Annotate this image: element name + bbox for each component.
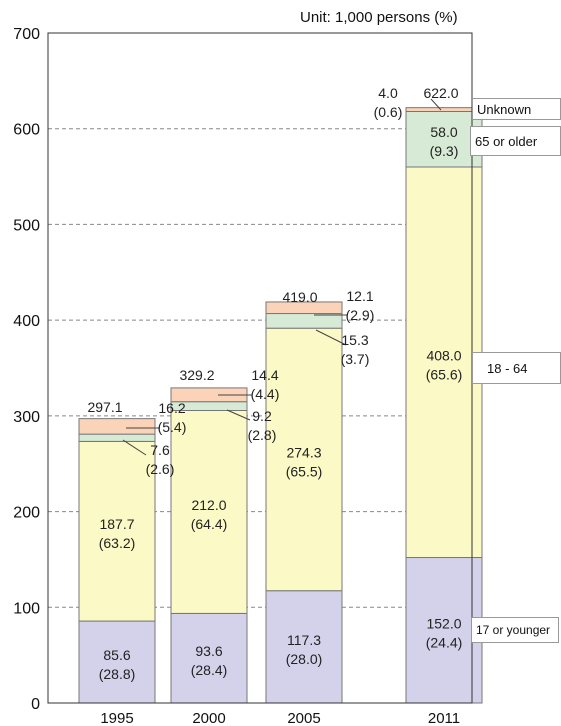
leader-line (226, 409, 251, 421)
axes: 0 100 200 300 400 500 600 700 1995 2000 2005 2011 (13, 26, 473, 726)
y-tick-label: 500 (13, 217, 40, 234)
bar-segment (405, 107, 483, 112)
data-label: 9.2 (252, 408, 272, 424)
bar-segment (265, 313, 343, 329)
y-tick-label: 600 (13, 122, 40, 139)
bars (78, 107, 483, 704)
data-label: 152.0 (426, 615, 461, 631)
data-label-pct: (64.4) (191, 516, 228, 532)
data-label: 408.0 (426, 347, 461, 363)
y-tick-label: 700 (13, 26, 40, 43)
bar-segment (170, 409, 248, 614)
data-label: 85.6 (103, 647, 130, 663)
legend-65-or-older: 65 or older (470, 126, 561, 156)
legend-18-64: 18 - 64 (472, 352, 561, 384)
data-label-pct: (65.6) (426, 366, 463, 382)
leader-line (315, 329, 347, 346)
total-label: 329.2 (179, 367, 214, 383)
x-tick-label: 2005 (287, 710, 320, 726)
leader-line (122, 439, 147, 456)
total-label: 419.0 (282, 289, 317, 305)
data-label-pct: (28.0) (286, 651, 323, 667)
data-label: 16.2 (158, 400, 185, 416)
data-label-pct: (3.7) (341, 351, 370, 367)
bar-segment (405, 110, 483, 168)
bar-segment (405, 166, 483, 559)
data-label-pct: (9.3) (430, 143, 459, 159)
data-label-pct: (24.4) (426, 634, 463, 650)
total-label: 622.0 (423, 85, 458, 101)
data-label-pct: (28.4) (191, 662, 228, 678)
bar-segment (78, 418, 156, 435)
data-label: 15.3 (341, 332, 368, 348)
bar-segment (405, 557, 483, 704)
data-label: 4.0 (378, 85, 398, 101)
data-label-pct: (2.6) (146, 461, 175, 477)
bar-segment (170, 612, 248, 704)
data-label: 274.3 (286, 444, 321, 460)
legend-17-or-younger: 17 or younger (471, 617, 559, 643)
data-label-pct: (4.4) (251, 386, 280, 402)
data-label: 117.3 (287, 632, 321, 648)
data-label: 14.4 (251, 367, 278, 383)
bar-segment (78, 440, 156, 622)
data-label: 187.7 (99, 516, 134, 532)
data-labels: 85.6 (28.8) 187.7 (63.2) 93.6 (28.4) 212.0 (64.… (87, 85, 462, 682)
bar-segment (265, 327, 343, 592)
y-tick-label: 200 (13, 505, 40, 522)
bar-segment (265, 301, 343, 315)
unit-label: Unit: 1,000 persons (%) (300, 9, 458, 26)
y-tick-label: 300 (13, 409, 40, 426)
data-label-pct: (28.8) (99, 666, 136, 682)
y-tick-label: 100 (13, 600, 40, 617)
data-label-pct: (65.5) (286, 463, 323, 479)
legend-unknown: Unknown (472, 98, 561, 120)
data-label-pct: (2.8) (248, 427, 277, 443)
y-tick-label: 400 (13, 313, 40, 330)
x-tick-label: 1995 (100, 710, 133, 726)
data-label: 7.6 (150, 442, 170, 458)
data-label: 212.0 (191, 497, 226, 513)
y-tick-label: 0 (31, 696, 40, 713)
total-label: 297.1 (87, 399, 122, 415)
data-label-pct: (2.9) (346, 307, 375, 323)
leader-line (430, 98, 442, 111)
data-label-pct: (63.2) (99, 535, 136, 551)
x-tick-label: 2011 (428, 710, 460, 726)
data-label-pct: (0.6) (374, 104, 403, 120)
data-label: 93.6 (195, 643, 222, 659)
x-tick-label: 2000 (192, 710, 225, 726)
data-label: 58.0 (430, 124, 457, 140)
data-label: 12.1 (346, 288, 373, 304)
data-label-pct: (5.4) (158, 419, 187, 435)
bar-segment (78, 433, 156, 442)
